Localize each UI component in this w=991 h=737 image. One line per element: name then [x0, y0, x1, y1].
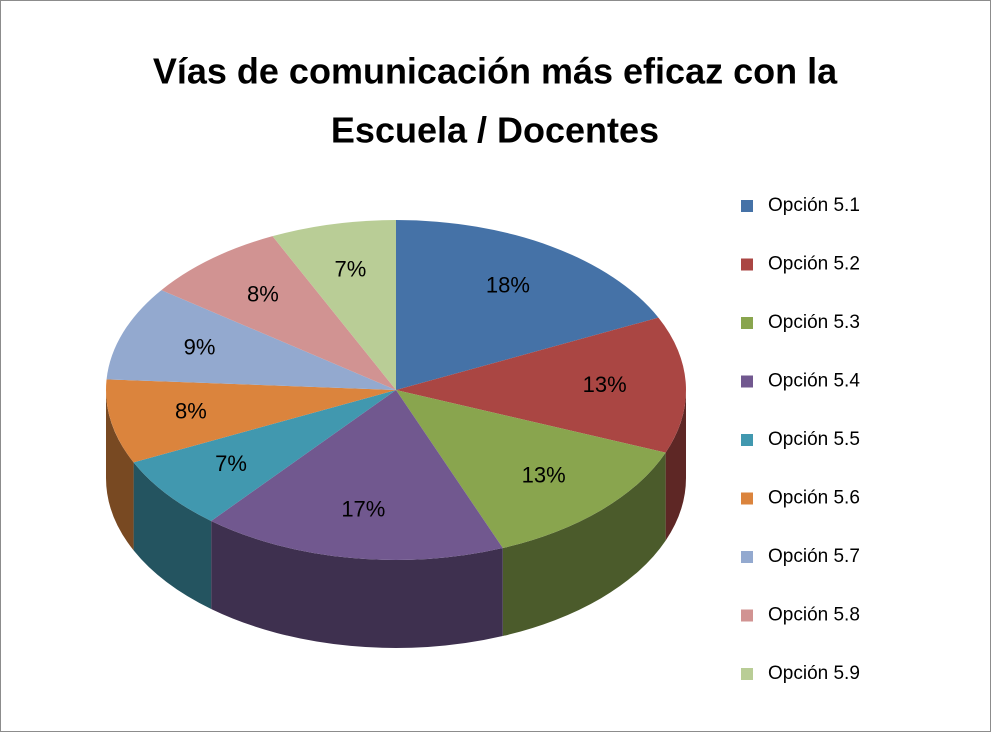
- legend-swatch: [741, 434, 753, 446]
- legend-label: Opción 5.8: [768, 605, 860, 626]
- legend-swatch: [741, 609, 753, 622]
- pie-slice: [105, 379, 396, 463]
- data-label: 18%: [486, 272, 530, 297]
- legend-label: Opción 5.9: [768, 663, 860, 684]
- legend-label: Opción 5.4: [768, 371, 860, 392]
- data-label: 9%: [184, 334, 216, 359]
- legend-label: Opción 5.2: [768, 254, 860, 275]
- pie-slice-side: [211, 520, 503, 648]
- data-label: 13%: [583, 372, 627, 397]
- legend-swatch: [741, 492, 753, 505]
- pie-slice: [272, 220, 396, 390]
- pie-slice: [396, 220, 659, 390]
- chart-title: Vías de comunicación más eficaz con la: [153, 51, 838, 92]
- pie-slice-side: [133, 462, 212, 609]
- data-label: 17%: [341, 497, 385, 522]
- data-label: 8%: [247, 282, 279, 307]
- legend-swatch: [741, 317, 753, 329]
- legend-label: Opción 5.5: [768, 429, 860, 450]
- pie-slice: [133, 390, 396, 521]
- legend-swatch: [741, 551, 753, 563]
- legend-swatch: [741, 668, 753, 680]
- legend-swatch: [741, 200, 753, 212]
- pie-slice: [106, 290, 396, 390]
- pie-slice: [211, 390, 503, 560]
- chart-title: Escuela / Docentes: [331, 110, 659, 151]
- pie-slice-side: [665, 390, 686, 541]
- legend-swatch: [741, 258, 753, 271]
- pie-slice: [396, 390, 666, 549]
- data-label: 8%: [175, 399, 207, 424]
- data-label: 7%: [335, 256, 367, 281]
- legend-label: Opción 5.3: [768, 312, 860, 333]
- pie-slice-side: [106, 390, 134, 551]
- legend-label: Opción 5.7: [768, 546, 860, 567]
- data-label: 13%: [522, 462, 566, 487]
- legend-label: Opción 5.1: [768, 195, 860, 216]
- pie-slice-side: [502, 452, 666, 637]
- legend-label: Opción 5.6: [768, 488, 860, 509]
- data-label: 7%: [215, 451, 247, 476]
- pie-slice: [161, 236, 396, 390]
- legend-swatch: [741, 375, 753, 388]
- pie-slice: [396, 317, 686, 453]
